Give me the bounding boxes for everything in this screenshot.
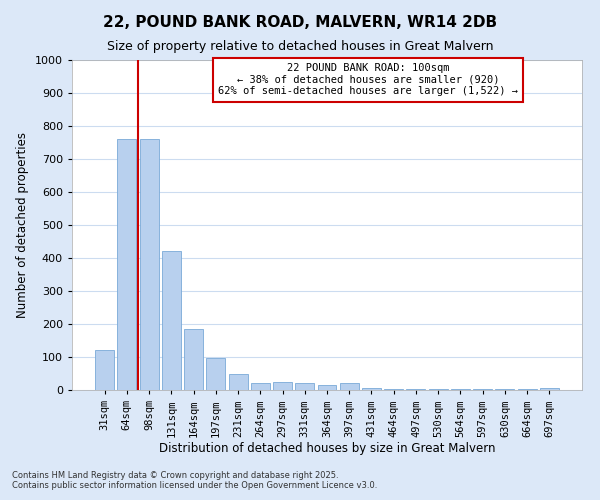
Bar <box>540 388 559 390</box>
Bar <box>184 329 203 390</box>
Text: Contains HM Land Registry data © Crown copyright and database right 2025.
Contai: Contains HM Land Registry data © Crown c… <box>12 470 377 490</box>
Bar <box>273 382 292 390</box>
Text: 22, POUND BANK ROAD, MALVERN, WR14 2DB: 22, POUND BANK ROAD, MALVERN, WR14 2DB <box>103 15 497 30</box>
Bar <box>118 139 136 390</box>
X-axis label: Distribution of detached houses by size in Great Malvern: Distribution of detached houses by size … <box>159 442 495 455</box>
Bar <box>362 388 381 390</box>
Bar <box>384 389 403 390</box>
Bar <box>229 374 248 390</box>
Bar <box>429 389 448 390</box>
Bar <box>406 389 425 390</box>
Bar <box>317 385 337 390</box>
Bar <box>518 389 536 390</box>
Bar <box>496 389 514 390</box>
Text: 22 POUND BANK ROAD: 100sqm
← 38% of detached houses are smaller (920)
62% of sem: 22 POUND BANK ROAD: 100sqm ← 38% of deta… <box>218 64 518 96</box>
Bar <box>451 389 470 390</box>
Bar <box>95 350 114 390</box>
Bar <box>340 382 359 390</box>
Bar <box>251 382 270 390</box>
Bar <box>140 139 158 390</box>
Text: Size of property relative to detached houses in Great Malvern: Size of property relative to detached ho… <box>107 40 493 53</box>
Bar <box>473 389 492 390</box>
Y-axis label: Number of detached properties: Number of detached properties <box>16 132 29 318</box>
Bar <box>295 382 314 390</box>
Bar <box>206 358 225 390</box>
Bar <box>162 252 181 390</box>
